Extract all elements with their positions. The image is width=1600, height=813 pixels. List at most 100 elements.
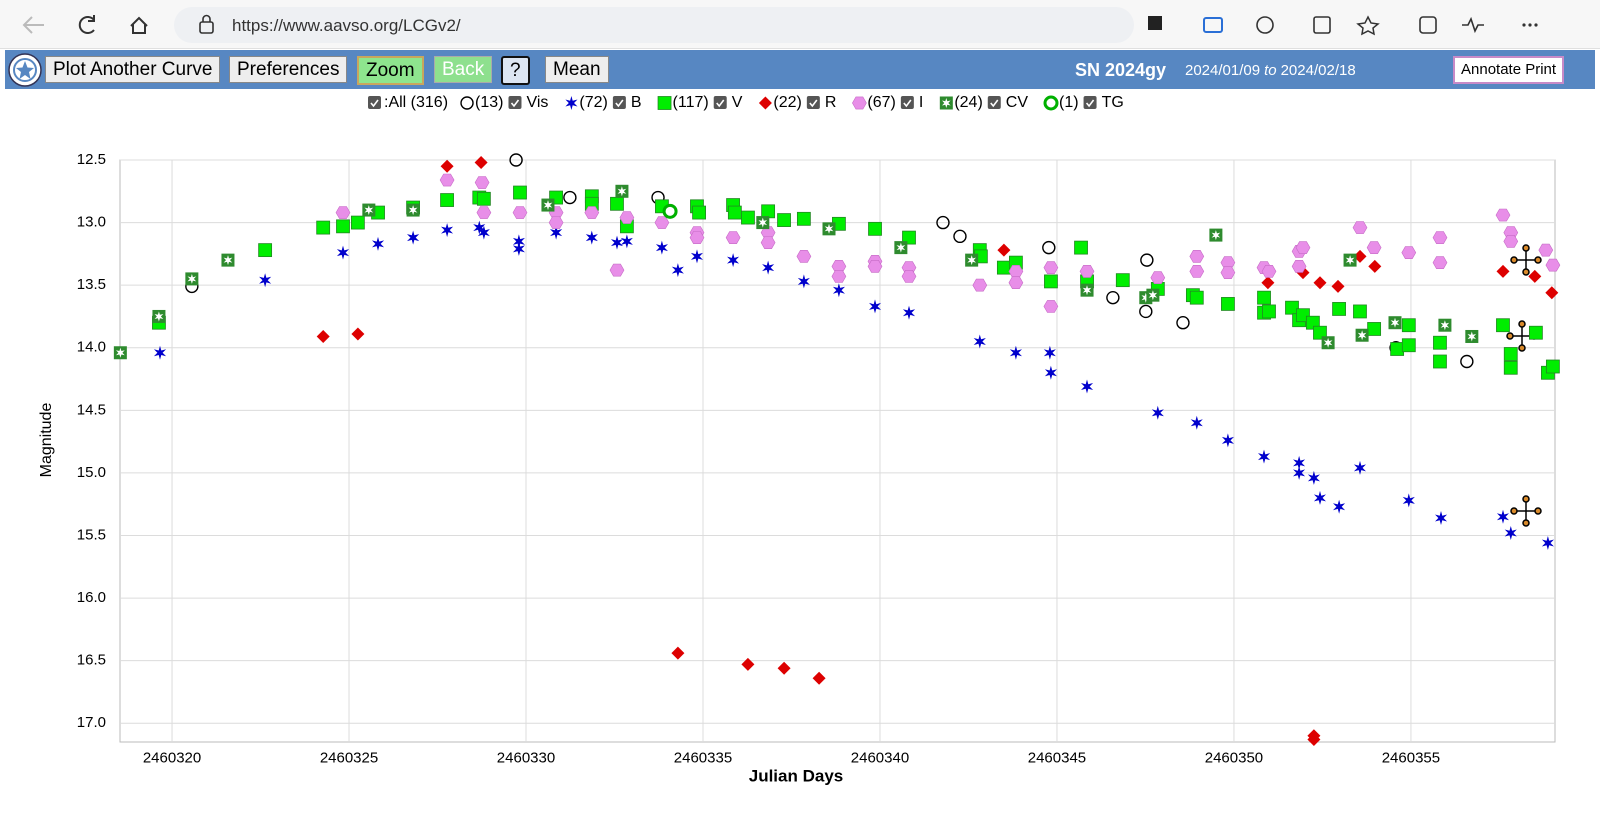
health-icon[interactable] — [1462, 16, 1484, 34]
plot-another-button[interactable]: Plot Another Curve — [45, 56, 221, 83]
point — [1106, 290, 1120, 305]
legend-text: R — [825, 94, 837, 111]
point — [1221, 433, 1234, 448]
ext-icon[interactable] — [1148, 16, 1162, 30]
point — [965, 253, 979, 267]
ext-icon[interactable] — [1203, 17, 1223, 33]
favorites-icon[interactable] — [1356, 15, 1380, 36]
point-star — [543, 200, 553, 211]
point-star — [896, 242, 906, 253]
point — [406, 203, 420, 217]
point — [812, 671, 826, 685]
help-button[interactable]: ? — [501, 56, 530, 85]
aavso-logo[interactable] — [7, 52, 43, 88]
point — [1538, 243, 1554, 257]
point — [1432, 256, 1448, 270]
preferences-button[interactable]: Preferences — [229, 56, 348, 83]
back-button[interactable]: Back — [434, 56, 493, 83]
url-text: https://www.aavso.org/LCGv2/ — [232, 16, 461, 35]
collections-icon[interactable] — [1419, 16, 1437, 34]
legend-checkbox[interactable] — [900, 96, 914, 109]
point — [867, 259, 883, 273]
point — [869, 299, 882, 314]
point — [336, 219, 350, 234]
point-star — [1148, 290, 1158, 301]
point-star — [1440, 320, 1450, 331]
point — [152, 309, 166, 323]
split-icon[interactable] — [1313, 16, 1331, 34]
legend-marker — [657, 96, 672, 110]
point — [1307, 470, 1320, 485]
point — [350, 215, 365, 230]
point — [1176, 316, 1190, 330]
point — [973, 334, 986, 349]
point — [727, 205, 742, 220]
mean-button[interactable]: Mean — [545, 56, 609, 83]
legend-text: (67) — [867, 94, 895, 111]
point — [796, 250, 812, 263]
point — [609, 263, 625, 277]
point — [316, 330, 330, 343]
point — [563, 190, 577, 205]
legend-checkbox[interactable] — [1083, 96, 1097, 109]
point — [832, 283, 845, 298]
legend-checkbox[interactable] — [987, 96, 1001, 109]
point — [1043, 345, 1056, 360]
address-bar[interactable]: https://www.aavso.org/LCGv2/ — [174, 7, 1134, 43]
date-range: 2024/01/09 to 2024/02/18 — [1185, 62, 1356, 79]
point — [316, 220, 331, 235]
point — [619, 211, 635, 224]
back-icon[interactable] — [22, 16, 44, 34]
y-tick-label: 12.5 — [77, 151, 106, 168]
point — [1115, 273, 1130, 288]
point — [407, 230, 420, 245]
point — [509, 153, 523, 167]
x-tick-label: 2460330 — [497, 749, 555, 766]
refresh-icon[interactable] — [78, 15, 95, 34]
point — [1496, 264, 1510, 278]
point — [1313, 325, 1327, 340]
date-sep: to — [1264, 62, 1277, 79]
legend-checkbox[interactable] — [508, 96, 522, 109]
x-tick-label: 2460335 — [674, 749, 732, 766]
date-from: 2024/01/09 — [1185, 62, 1261, 79]
point — [1401, 318, 1416, 333]
point — [1257, 290, 1271, 305]
legend-checkbox[interactable] — [368, 96, 381, 109]
point — [474, 156, 488, 169]
legend-checkbox[interactable] — [612, 96, 626, 109]
point — [610, 235, 623, 250]
point — [1139, 304, 1153, 319]
point — [741, 210, 755, 225]
point — [585, 230, 598, 245]
legend-text: CV — [1006, 94, 1029, 111]
zoom-button[interactable]: Zoom — [357, 56, 424, 85]
x-axis-label: Julian Days — [749, 766, 844, 785]
point — [1295, 241, 1311, 254]
annotation-crosses — [1506, 244, 1542, 527]
legend-text: (72) — [579, 94, 607, 111]
legend-text: (24) — [954, 94, 982, 111]
checkbox-box — [368, 96, 381, 109]
point-star — [1323, 337, 1333, 348]
annotate-print-button[interactable]: Annotate Print — [1453, 56, 1565, 84]
point — [1331, 279, 1345, 293]
point — [439, 173, 455, 187]
legend-checkbox[interactable] — [806, 96, 820, 109]
point — [1438, 318, 1452, 332]
point — [1080, 283, 1094, 297]
point-star — [1082, 285, 1092, 296]
point — [1008, 276, 1024, 290]
home-icon[interactable] — [130, 16, 148, 34]
point — [1435, 511, 1448, 525]
point-star — [1345, 255, 1355, 266]
legend-checkbox[interactable] — [713, 96, 727, 109]
point — [1042, 240, 1056, 255]
point — [1074, 240, 1088, 255]
point — [1367, 322, 1382, 336]
point — [1541, 536, 1554, 550]
point — [1140, 253, 1154, 267]
checkbox-tick — [809, 99, 818, 108]
point — [1291, 259, 1307, 273]
ext-icon[interactable] — [1256, 16, 1274, 34]
